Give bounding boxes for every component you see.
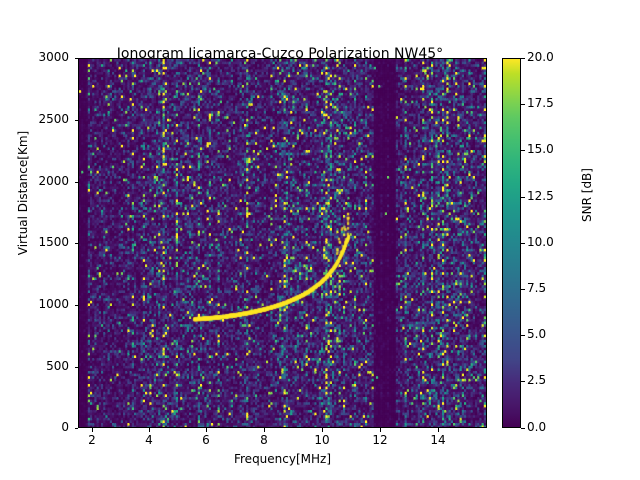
- x-tick-mark: [264, 428, 265, 432]
- y-tick-label: 500: [46, 359, 69, 373]
- colorbar-gradient: [502, 58, 521, 428]
- y-tick-label: 3000: [38, 50, 69, 64]
- colorbar-tick-mark: [521, 243, 525, 244]
- y-tick-mark: [74, 182, 78, 183]
- x-tick-label: 6: [202, 433, 210, 447]
- colorbar-tick-label: 15.0: [527, 142, 554, 156]
- x-tick-mark: [206, 428, 207, 432]
- x-tick-label: 4: [145, 433, 153, 447]
- x-tick-label: 10: [314, 433, 330, 447]
- colorbar-tick-label: 7.5: [527, 281, 547, 295]
- x-tick-mark: [92, 428, 93, 432]
- colorbar-tick-mark: [521, 289, 525, 290]
- ionogram-echo-trace: [79, 59, 486, 427]
- x-tick-label: 2: [88, 433, 96, 447]
- x-axis-label: Frequency[MHz]: [233, 452, 332, 466]
- x-tick-mark: [380, 428, 381, 432]
- colorbar-tick-label: 5.0: [527, 327, 547, 341]
- colorbar-tick-label: 2.5: [527, 373, 547, 387]
- colorbar-tick-mark: [521, 335, 525, 336]
- y-tick-label: 0: [61, 420, 69, 434]
- x-tick-label: 14: [430, 433, 446, 447]
- colorbar-tick-mark: [521, 197, 525, 198]
- colorbar-label: SNR [dB]: [580, 168, 594, 222]
- y-tick-mark: [74, 367, 78, 368]
- plot-area: [78, 58, 487, 428]
- y-tick-label: 1500: [38, 235, 69, 249]
- y-tick-mark: [74, 120, 78, 121]
- x-tick-mark: [322, 428, 323, 432]
- colorbar-tick-mark: [521, 58, 525, 59]
- x-tick-label: 12: [372, 433, 388, 447]
- y-tick-label: 2500: [38, 112, 69, 126]
- y-tick-mark: [74, 428, 78, 429]
- colorbar-tick-label: 17.5: [527, 96, 554, 110]
- colorbar-tick-mark: [521, 150, 525, 151]
- y-tick-label: 2000: [38, 174, 69, 188]
- colorbar-tick-label: 10.0: [527, 235, 554, 249]
- colorbar-tick-label: 0.0: [527, 420, 547, 434]
- y-tick-mark: [74, 305, 78, 306]
- colorbar-tick-mark: [521, 428, 525, 429]
- y-tick-label: 1000: [38, 297, 69, 311]
- colorbar-tick-label: 20.0: [527, 50, 554, 64]
- x-tick-mark: [438, 428, 439, 432]
- y-axis-label: Virtual Distance[Km]: [16, 130, 30, 256]
- y-tick-mark: [74, 58, 78, 59]
- colorbar-tick-mark: [521, 104, 525, 105]
- x-tick-label: 8: [260, 433, 268, 447]
- x-tick-mark: [149, 428, 150, 432]
- colorbar-tick-label: 12.5: [527, 189, 554, 203]
- colorbar-tick-mark: [521, 381, 525, 382]
- y-tick-mark: [74, 243, 78, 244]
